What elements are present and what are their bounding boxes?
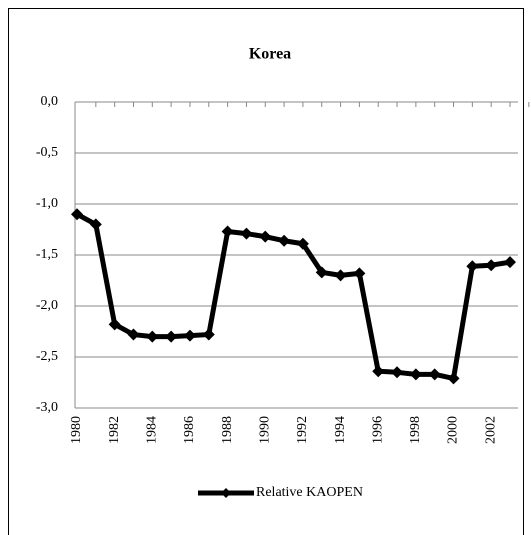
x-tick-label: 2000: [446, 416, 461, 444]
y-tick-label: -0,5: [36, 145, 58, 160]
data-point: [221, 225, 234, 238]
data-point: [71, 208, 83, 221]
x-tick-label: 1980: [69, 416, 84, 444]
chart-title: Korea: [249, 46, 291, 63]
data-point: [315, 266, 328, 279]
data-point: [202, 328, 215, 341]
chart-border: [8, 8, 524, 535]
y-tick-label: -1,0: [36, 196, 58, 211]
x-tick-label: 1994: [333, 416, 348, 444]
y-tick-label: -2,5: [36, 349, 58, 364]
data-point: [334, 269, 347, 282]
y-tick-label: -1,5: [36, 247, 58, 262]
y-tick-label: -3,0: [36, 400, 58, 415]
y-tick-label: -2,0: [36, 298, 58, 313]
data-point: [127, 328, 140, 341]
data-point: [428, 368, 441, 381]
x-tick-label: 2002: [483, 416, 498, 444]
data-point: [146, 330, 159, 343]
x-tick-label: 1986: [182, 416, 197, 444]
data-point: [183, 329, 196, 342]
x-tick-label: 1992: [295, 416, 310, 444]
x-tick-label: 1988: [220, 416, 235, 444]
y-tick-label: 0,0: [41, 94, 59, 109]
x-tick-label: 1996: [370, 416, 385, 444]
data-point: [466, 260, 479, 273]
data-point: [259, 230, 272, 243]
x-tick-label: 1990: [257, 416, 272, 444]
data-point: [447, 372, 460, 385]
data-point: [278, 234, 291, 247]
data-point: [391, 366, 404, 379]
data-point: [89, 218, 102, 231]
legend-marker: [221, 488, 231, 498]
x-tick-label: 1998: [408, 416, 423, 444]
data-point: [296, 237, 309, 250]
data-point: [504, 256, 516, 269]
x-tick-label: 1982: [107, 416, 122, 444]
data-point: [108, 318, 121, 331]
data-point: [409, 368, 422, 381]
data-point: [485, 259, 498, 272]
data-point: [165, 330, 178, 343]
data-point: [240, 227, 253, 240]
data-point: [353, 267, 366, 280]
data-point: [372, 365, 385, 378]
legend-label: Relative KAOPEN: [256, 485, 363, 500]
x-tick-label: 1984: [145, 416, 160, 444]
